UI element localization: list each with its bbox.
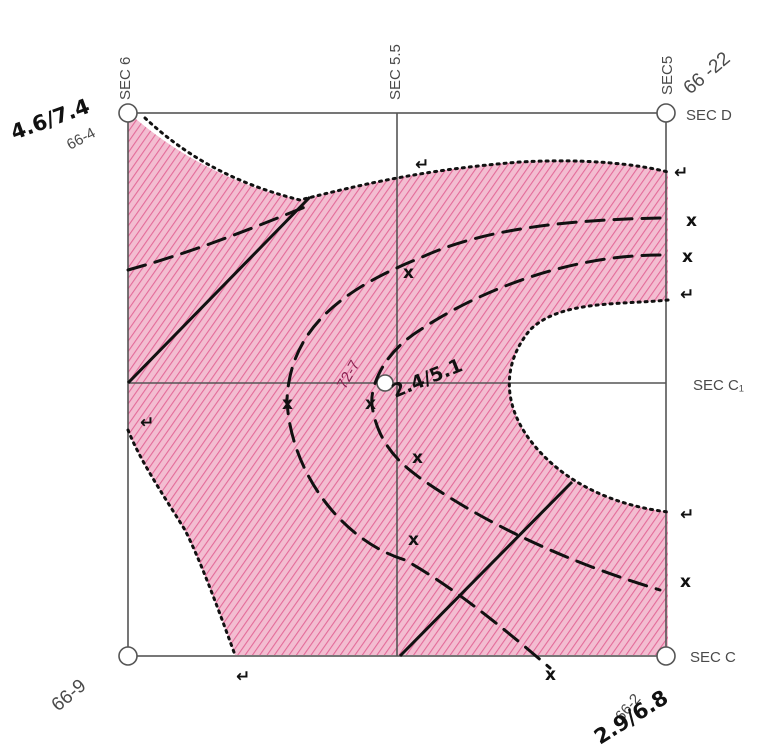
cross-mark: x [686, 211, 697, 231]
pinch-out-mark: ↵ [236, 667, 250, 687]
pinch-out-mark: ↵ [674, 163, 688, 183]
label-sec-5-5: SEC 5.5 [387, 44, 404, 100]
cross-mark: x [408, 530, 419, 550]
contour-upper [126, 203, 312, 272]
cross-mark: x [365, 394, 376, 414]
pinch-out-mark: ↵ [680, 505, 694, 525]
label-sec-c1: SEC C₁ [693, 377, 744, 394]
corner-ne [656, 103, 676, 123]
corner-se [656, 646, 676, 666]
cross-mark: x [403, 263, 414, 283]
pinch-out-mark: ↵ [415, 155, 429, 175]
label-sec-d: SEC D [686, 107, 732, 124]
section-line-nw [126, 195, 312, 385]
pinch-out-mark: ↵ [680, 285, 694, 305]
section-grid [127, 112, 667, 657]
data-markers: x x x x x x x x x ↵ ↵ ↵ ↵ ↵ ↵ [140, 155, 697, 687]
deposit-boundary [126, 116, 670, 657]
contour-lines [126, 203, 662, 670]
cross-mark: x [412, 448, 423, 468]
cross-mark: x [545, 665, 556, 685]
label-sec-5: SEC5 [659, 56, 676, 95]
corner-sw [118, 646, 138, 666]
label-well-66-4: 66-4 [64, 124, 98, 153]
cross-mark: x [682, 247, 693, 267]
section-line-se [398, 480, 574, 658]
pinch-out-mark: ↵ [140, 413, 154, 433]
corner-nw [118, 103, 138, 123]
corner-markers [118, 103, 676, 666]
contour-inner [370, 253, 662, 592]
label-sec-6: SEC 6 [117, 57, 134, 100]
label-well-66-9: 66-9 [48, 675, 91, 716]
well-center [376, 374, 394, 392]
cross-mark: x [680, 572, 691, 592]
label-sec-c: SEC C [690, 649, 736, 666]
contour-outer [285, 216, 662, 670]
section-lines [126, 195, 574, 658]
cross-mark: x [282, 394, 293, 414]
label-well-66-22: 66 -22 [680, 48, 735, 99]
